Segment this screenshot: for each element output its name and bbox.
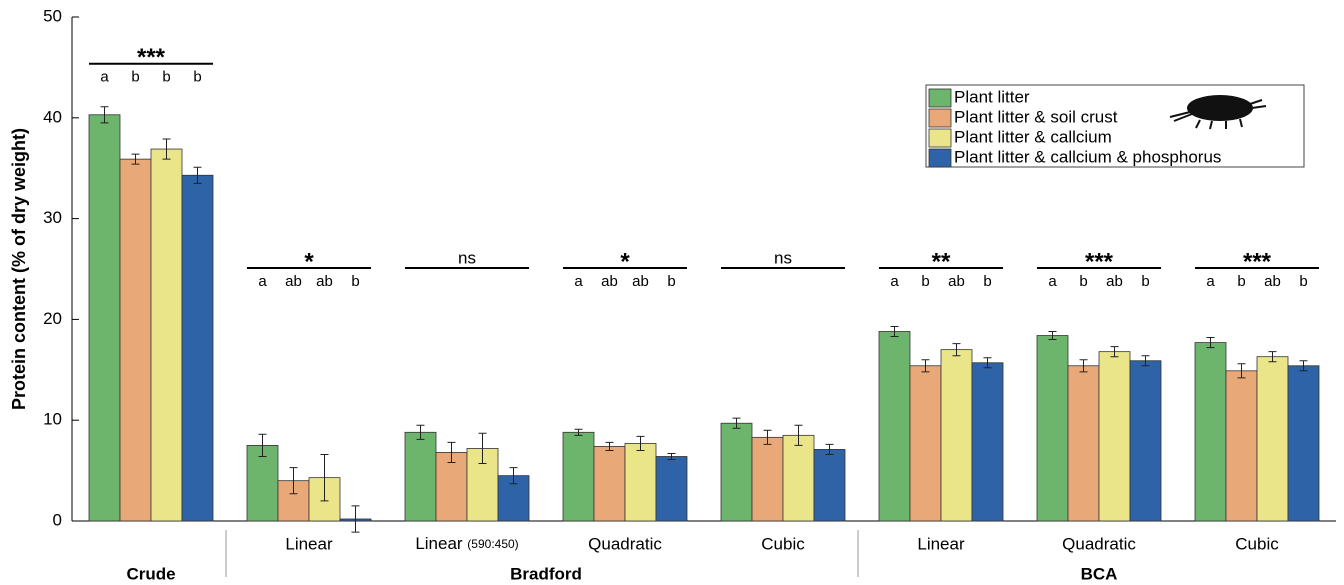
group-label: BCA <box>1081 564 1118 583</box>
bar <box>1099 352 1130 521</box>
group-letter: a <box>574 273 583 290</box>
x-tick-label: Cubic <box>1235 534 1279 553</box>
bar <box>879 331 910 521</box>
bar <box>1068 366 1099 521</box>
group-letter: ab <box>1264 273 1281 290</box>
x-tick-label: Linear (590:450) <box>415 534 518 553</box>
y-axis-label: Protein content (% of dry weight) <box>9 128 29 410</box>
y-tick-label: 50 <box>43 6 62 25</box>
bar <box>656 456 687 521</box>
group-letter: a <box>1048 273 1057 290</box>
legend-label: Plant litter <box>954 87 1030 106</box>
significance-label: ns <box>774 248 792 267</box>
group-letter: a <box>890 273 899 290</box>
bar <box>563 432 594 521</box>
bar <box>182 175 213 521</box>
group-letter: a <box>258 273 267 290</box>
significance-label: *** <box>137 44 166 71</box>
group-letter: b <box>1141 273 1149 290</box>
bar <box>910 366 941 521</box>
significance-label: * <box>620 248 630 275</box>
bar <box>1130 361 1161 521</box>
x-tick-label: Quadratic <box>1062 534 1136 553</box>
x-tick-label: Quadratic <box>588 534 662 553</box>
group-letter: ab <box>948 273 965 290</box>
bar <box>1226 371 1257 521</box>
group-letter: b <box>1237 273 1245 290</box>
group-letter: b <box>162 69 170 86</box>
bar <box>1037 336 1068 521</box>
legend-swatch <box>929 129 951 147</box>
bar <box>594 446 625 521</box>
bar <box>1257 357 1288 521</box>
group-letter: ab <box>316 273 333 290</box>
y-tick-label: 0 <box>53 510 62 529</box>
legend-label: Plant litter & callcium <box>954 127 1112 146</box>
group-letter: b <box>131 69 139 86</box>
legend-label: Plant litter & soil crust <box>954 107 1118 126</box>
bar <box>752 437 783 521</box>
group-letter: b <box>983 273 991 290</box>
group-letter: b <box>921 273 929 290</box>
group-letter: a <box>1206 273 1215 290</box>
legend-label: Plant litter & callcium & phosphorus <box>954 147 1221 166</box>
bar <box>151 149 182 521</box>
y-tick-label: 20 <box>43 309 62 328</box>
bar <box>783 435 814 521</box>
bar <box>1195 343 1226 521</box>
bar <box>89 115 120 521</box>
group-letter: b <box>1079 273 1087 290</box>
legend-swatch <box>929 89 951 107</box>
x-tick-label: Cubic <box>761 534 805 553</box>
x-tick-label: Linear <box>285 534 333 553</box>
bar <box>941 350 972 521</box>
group-letter: ab <box>632 273 649 290</box>
y-tick-label: 40 <box>43 107 62 126</box>
significance-label: ** <box>932 248 951 275</box>
group-letter: a <box>100 69 109 86</box>
bar <box>972 363 1003 521</box>
significance-label: * <box>304 248 314 275</box>
group-letter: ab <box>601 273 618 290</box>
legend-swatch <box>929 149 951 167</box>
group-label: Bradford <box>510 564 582 583</box>
bar <box>721 423 752 521</box>
bar <box>1288 366 1319 521</box>
group-letter: b <box>193 69 201 86</box>
significance-label: *** <box>1243 248 1272 275</box>
group-letter: ab <box>285 273 302 290</box>
group-label: Crude <box>126 564 175 583</box>
bar <box>405 432 436 521</box>
group-letter: b <box>351 273 359 290</box>
y-tick-label: 30 <box>43 208 62 227</box>
x-tick-label: Linear <box>917 534 965 553</box>
significance-label: *** <box>1085 248 1114 275</box>
bar <box>625 443 656 521</box>
y-tick-label: 10 <box>43 410 62 429</box>
chart: Protein content (% of dry weight) 0 10 20 3… <box>0 0 1344 585</box>
group-letter: ab <box>1106 273 1123 290</box>
significance-label: ns <box>458 248 476 267</box>
legend-swatch <box>929 109 951 127</box>
bar <box>120 159 151 521</box>
group-letter: b <box>1299 273 1307 290</box>
bar <box>814 449 845 521</box>
group-letter: b <box>667 273 675 290</box>
